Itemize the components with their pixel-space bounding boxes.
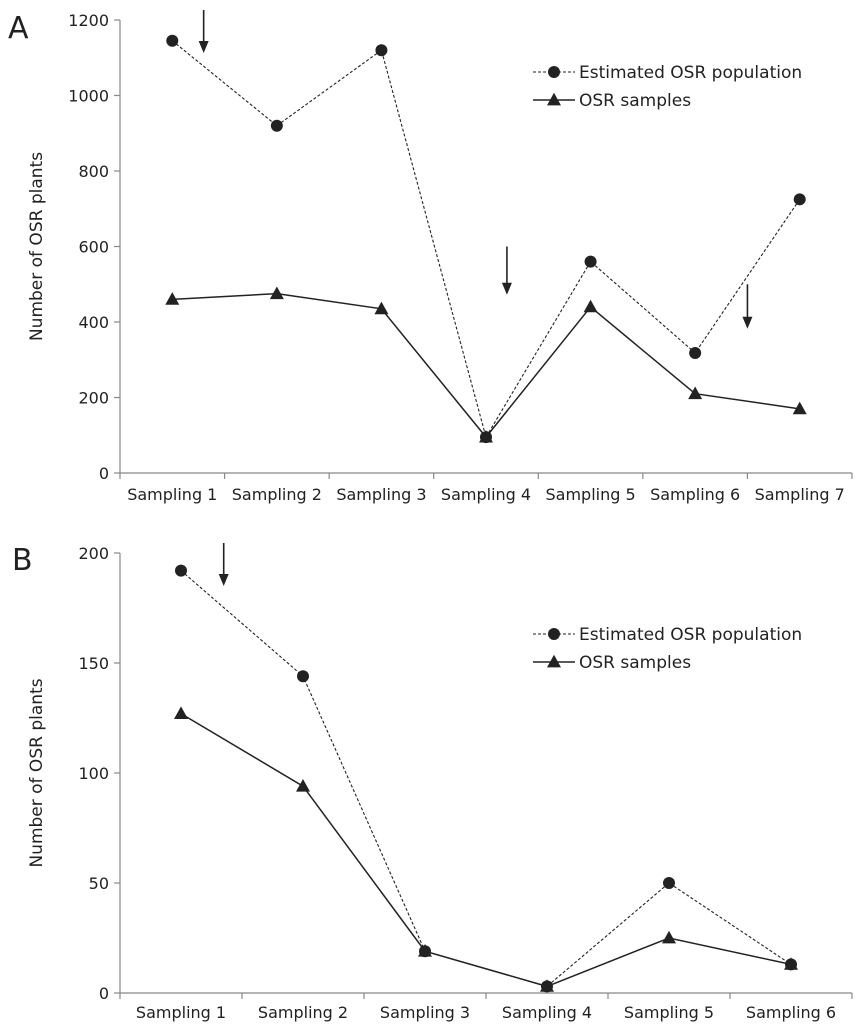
panel-label: B xyxy=(12,543,33,578)
x-tick-label: Sampling 3 xyxy=(380,1003,470,1022)
data-point-estimated-population xyxy=(785,958,797,971)
data-point-estimated-population xyxy=(663,877,675,889)
data-point-estimated-population xyxy=(419,945,431,958)
y-tick-label: 200 xyxy=(78,389,109,408)
data-point-estimated-population xyxy=(270,119,283,132)
x-tick-label: Sampling 7 xyxy=(755,485,845,504)
annotation-arrow-head xyxy=(198,41,209,53)
data-point-estimated-population xyxy=(541,980,553,993)
y-tick-label: 0 xyxy=(99,464,109,483)
y-tick-label: 0 xyxy=(99,984,109,1003)
x-tick-label: Sampling 2 xyxy=(232,485,322,504)
x-tick-label: Sampling 3 xyxy=(336,485,426,504)
series-line-estimated-population xyxy=(171,40,801,439)
panel-label: A xyxy=(8,11,29,46)
y-tick-label: 1000 xyxy=(68,87,109,106)
y-tick-label: 50 xyxy=(89,874,109,893)
legend: Estimated OSR population OSR samples xyxy=(533,63,802,111)
y-tick-label: 100 xyxy=(78,764,109,783)
legend-marker xyxy=(547,92,561,106)
legend-label: OSR samples xyxy=(579,653,691,673)
data-point-osr-samples xyxy=(374,301,389,315)
x-tick-label: Sampling 1 xyxy=(136,1003,226,1022)
y-tick-label: 150 xyxy=(78,654,109,673)
data-point-estimated-population xyxy=(375,44,388,57)
legend-label: Estimated OSR population xyxy=(579,63,802,83)
x-tick-label: Sampling 5 xyxy=(545,485,635,504)
legend-label: Estimated OSR population xyxy=(579,625,802,645)
data-point-estimated-population xyxy=(584,255,597,268)
legend-marker xyxy=(548,628,560,640)
annotation-arrow-head xyxy=(501,282,512,295)
y-axis-title: Number of OSR plants xyxy=(27,152,47,341)
x-tick-label: Sampling 4 xyxy=(441,485,531,504)
data-point-osr-samples xyxy=(662,930,676,944)
data-point-estimated-population xyxy=(793,193,806,206)
x-tick-label: Sampling 4 xyxy=(502,1003,592,1022)
x-tick-label: Sampling 6 xyxy=(650,485,740,504)
data-point-estimated-population xyxy=(166,34,179,47)
y-tick-label: 800 xyxy=(78,162,109,181)
x-tick-label: Sampling 2 xyxy=(258,1003,348,1022)
y-tick-label: 1200 xyxy=(68,11,109,30)
data-point-osr-samples xyxy=(792,401,807,415)
data-point-estimated-population xyxy=(480,431,492,444)
data-point-osr-samples xyxy=(165,292,180,305)
x-tick-label: Sampling 6 xyxy=(746,1003,836,1022)
legend-label: OSR samples xyxy=(579,91,691,111)
legend: Estimated OSR population OSR samples xyxy=(533,625,802,673)
data-point-osr-samples xyxy=(296,779,310,792)
y-tick-label: 600 xyxy=(78,238,109,257)
data-point-osr-samples xyxy=(688,386,703,400)
data-point-estimated-population xyxy=(689,346,702,359)
data-point-estimated-population xyxy=(175,564,187,577)
annotation-arrow-head xyxy=(742,316,753,329)
y-tick-label: 400 xyxy=(78,313,109,332)
series-line-osr-samples xyxy=(180,712,792,988)
legend-marker xyxy=(548,66,560,78)
data-point-osr-samples xyxy=(583,299,598,313)
y-tick-label: 200 xyxy=(78,544,109,563)
y-axis-title: Number of OSR plants xyxy=(27,678,47,867)
series-line-osr-samples xyxy=(172,292,800,439)
legend-marker xyxy=(547,654,561,668)
chart-panel-b: B Number of OSR plants 0 50 100 150 200 Samplin… xyxy=(12,543,853,1022)
data-point-osr-samples xyxy=(269,286,284,300)
x-tick-label: Sampling 5 xyxy=(624,1003,714,1022)
data-point-estimated-population xyxy=(297,670,309,683)
x-tick-label: Sampling 1 xyxy=(127,485,217,504)
data-point-osr-samples xyxy=(174,706,188,719)
chart-panel-a: A Number of OSR plants 0 200 400 600 800 1000 12… xyxy=(8,10,853,504)
annotation-arrow-head xyxy=(218,574,229,586)
